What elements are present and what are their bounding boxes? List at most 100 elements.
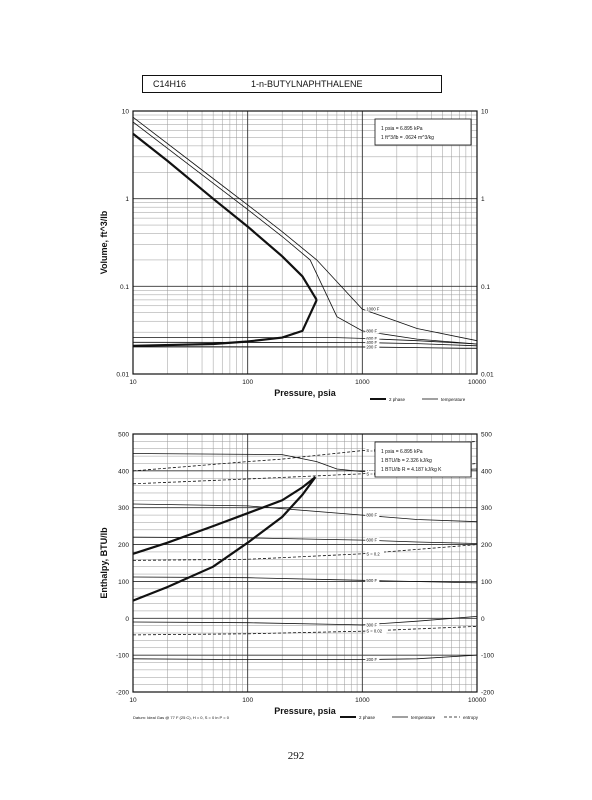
series-label: 400 F — [366, 340, 377, 345]
y-tick-label-left: -100 — [116, 653, 129, 660]
conversion-text: 1 BTU/lb R = 4.187 kJ/kg K — [381, 467, 442, 473]
series-line — [132, 476, 317, 602]
y-tick-label-left: -200 — [116, 690, 129, 697]
series-line — [132, 132, 318, 301]
y-axis-label: Volume, ft^3/lb — [99, 210, 109, 274]
series-label-bg — [365, 343, 380, 350]
y-tick-label-left: 1 — [125, 196, 129, 203]
x-tick-label: 1000 — [355, 697, 370, 704]
series-label: 1000 F — [366, 307, 379, 312]
series-label-bg — [365, 335, 380, 341]
series-line — [132, 626, 478, 636]
y-tick-label-left: 0 — [125, 616, 129, 623]
series-label: 800 F — [366, 513, 377, 518]
series-line — [132, 544, 478, 561]
series-label-bg — [365, 550, 385, 557]
series-line — [133, 337, 478, 345]
y-tick-label-right: 200 — [481, 542, 492, 549]
y-tick-label-left: 10 — [122, 109, 130, 116]
legend-label: 2 phase — [359, 715, 376, 720]
x-axis-label: Pressure, psia — [274, 388, 337, 398]
series-label-bg — [365, 306, 382, 312]
conversion-text: 1 BTU/lb = 2.326 kJ/kg — [381, 458, 432, 464]
y-tick-label-left: 500 — [118, 432, 129, 439]
series-label-bg — [365, 512, 380, 518]
series-label: 800 F — [366, 328, 377, 333]
series-line — [132, 346, 478, 349]
series-line — [132, 654, 478, 660]
y-tick-label-right: 1 — [481, 196, 485, 203]
page-number: 292 — [287, 750, 305, 762]
series-label-bg — [365, 628, 387, 634]
x-tick-label: 10000 — [468, 697, 486, 704]
x-tick-label: 100 — [242, 379, 253, 386]
conversion-text: 1 psia = 6.895 kPa — [381, 126, 423, 132]
series-line — [132, 299, 318, 347]
legend-label: 2 phase — [389, 397, 406, 402]
compound-name: 1-n-BUTYLNAPHTHALENE — [251, 79, 363, 89]
legend-label: temperature — [441, 397, 466, 402]
series-line — [132, 341, 478, 347]
conversion-box — [374, 441, 472, 478]
y-tick-label-right: 500 — [481, 432, 492, 439]
series-label-bg — [365, 621, 380, 628]
series-line — [132, 616, 478, 626]
series-line — [132, 503, 478, 523]
series-label: S = 0.36 — [366, 471, 382, 476]
y-axis-label: Enthalpy, BTU/lb — [99, 527, 109, 599]
series-line — [132, 121, 478, 345]
series-line — [132, 116, 478, 342]
series-label-bg — [365, 656, 380, 663]
series-line — [132, 536, 478, 544]
series-label: 600 F — [366, 336, 377, 341]
y-tick-label-right: 300 — [481, 505, 492, 512]
series-label: 600 F — [366, 538, 377, 543]
series-label: 300 F — [366, 622, 377, 627]
x-tick-label: 10 — [129, 379, 137, 386]
conversion-text: 1 ft^3/lb = .0624 m^3/kg — [381, 135, 434, 141]
series-label: 200 F — [366, 344, 377, 349]
x-tick-label: 10 — [129, 697, 137, 704]
x-tick-label: 100 — [242, 697, 253, 704]
series-label: S = 0.02 — [366, 629, 382, 634]
y-tick-label-right: -100 — [481, 653, 494, 660]
x-axis-label: Pressure, psia — [274, 706, 337, 716]
y-tick-label-right: 0.01 — [481, 372, 494, 379]
series-label-bg — [365, 537, 380, 543]
conversion-text: 1 psia = 6.895 kPa — [381, 449, 423, 455]
conversion-box — [374, 118, 472, 146]
plot-frame — [132, 110, 478, 375]
compound-formula: C14H16 — [153, 79, 187, 89]
y-tick-label-right: 400 — [481, 468, 492, 475]
legend-label: entropy — [463, 715, 479, 720]
y-tick-label-right: 10 — [481, 109, 489, 116]
series-label: S = 0.42 — [366, 448, 382, 453]
y-tick-label-right: 100 — [481, 579, 492, 586]
y-tick-label-left: 0.1 — [120, 284, 129, 291]
y-tick-label-left: 200 — [118, 542, 129, 549]
y-tick-label-right: 0.1 — [481, 284, 490, 291]
y-tick-label-left: 100 — [118, 579, 129, 586]
datum-note: Datum: Ideal Gas @ 77 F (25 C), H = 0, S… — [133, 715, 230, 720]
series-line — [132, 476, 317, 555]
y-tick-label-right: 0 — [481, 616, 485, 623]
y-tick-label-left: 0.01 — [116, 372, 129, 379]
series-label-bg — [365, 339, 380, 346]
series-line — [132, 441, 478, 472]
series-line — [132, 576, 478, 584]
x-tick-label: 10000 — [468, 379, 486, 386]
series-label-bg — [365, 327, 380, 334]
legend-label: temperature — [411, 715, 436, 720]
y-tick-label-left: 300 — [118, 505, 129, 512]
series-label: 200 F — [366, 657, 377, 662]
x-tick-label: 1000 — [355, 379, 370, 386]
y-tick-label-left: 400 — [118, 468, 129, 475]
series-label: S = 0.2 — [366, 551, 380, 556]
y-tick-label-right: -200 — [481, 690, 494, 697]
plot-frame — [132, 433, 478, 693]
compound-header: C14H16 1-n-BUTYLNAPHTHALENE — [142, 75, 442, 93]
series-label: 500 F — [366, 578, 377, 583]
series-label-bg — [365, 577, 380, 583]
